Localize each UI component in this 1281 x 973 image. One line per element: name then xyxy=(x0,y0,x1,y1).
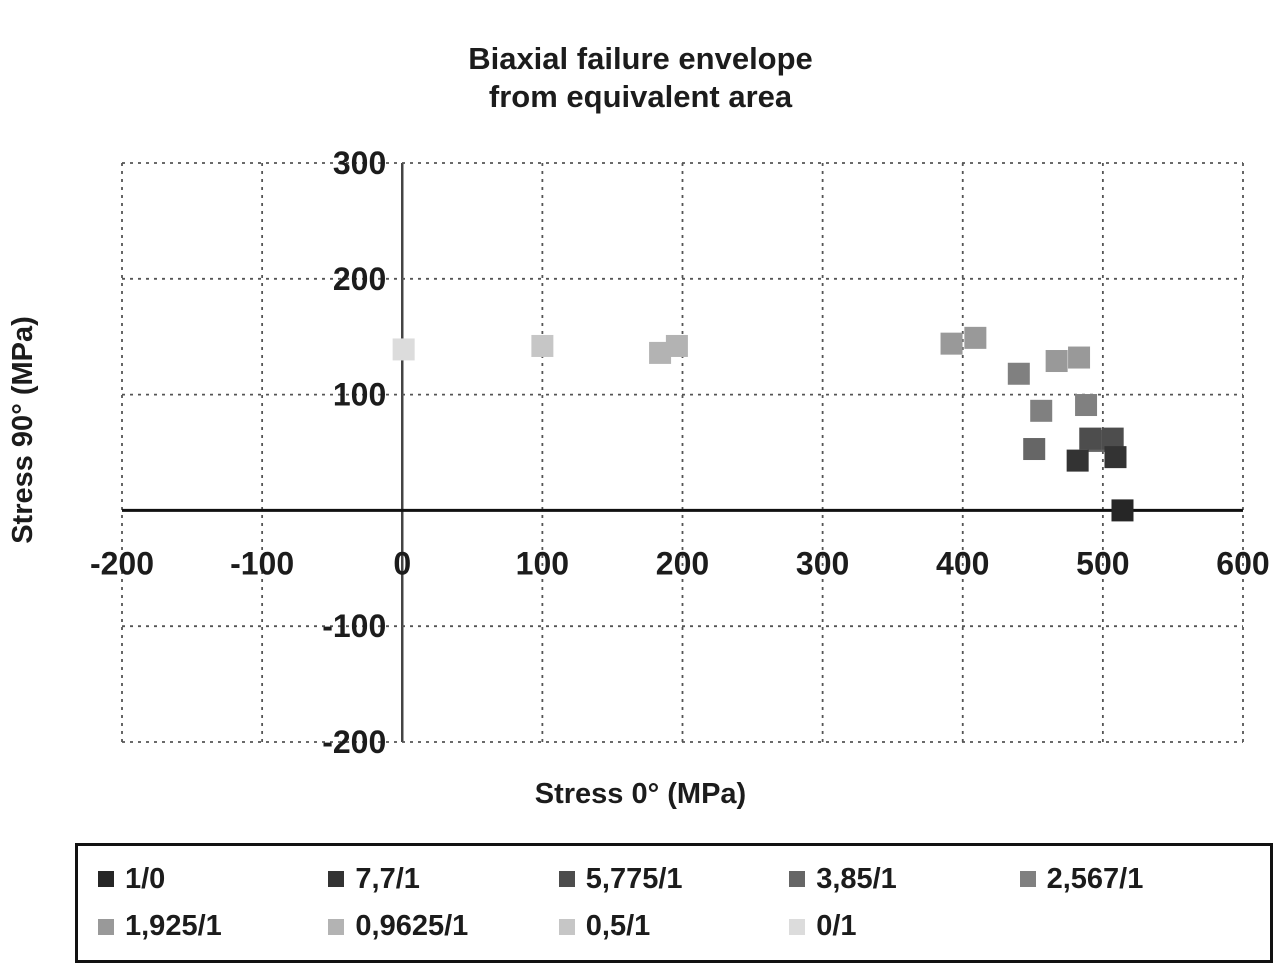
chart-title-line-2: from equivalent area xyxy=(488,78,793,114)
legend-item: 1,925/1 xyxy=(98,910,328,943)
legend-swatch-icon xyxy=(98,918,114,935)
legend-label: 0,9625/1 xyxy=(355,910,469,943)
x-tick-label: 500 xyxy=(1076,545,1129,581)
data-point xyxy=(1079,427,1102,450)
data-point xyxy=(392,338,415,361)
legend-label: 5,775/1 xyxy=(585,862,683,895)
y-tick-label: 200 xyxy=(333,261,386,297)
chart-title-line-1: Biaxial failure envelope xyxy=(468,41,813,76)
x-tick-label: 300 xyxy=(796,545,849,581)
legend-swatch-icon xyxy=(558,871,575,888)
legend-swatch-icon xyxy=(789,918,806,935)
legend-item: 7,7/1 xyxy=(328,863,558,896)
y-tick-label: 100 xyxy=(333,377,386,413)
data-point xyxy=(1045,350,1068,373)
data-point xyxy=(1101,427,1124,450)
x-tick-label: 0 xyxy=(393,545,411,581)
legend-label: 1,925/1 xyxy=(125,910,222,943)
legend-swatch-icon xyxy=(558,918,575,935)
data-point xyxy=(1066,449,1089,472)
scatter-plot: -200 -100 0 100 200 300 400 500 600300200100-100… xyxy=(90,145,1270,760)
legend-item: 1/0 xyxy=(98,863,328,896)
x-tick-label: -200 xyxy=(90,545,154,581)
x-tick-label: 600 xyxy=(1216,545,1269,581)
data-point xyxy=(1075,394,1098,417)
x-tick-label: 400 xyxy=(936,545,989,581)
legend-swatch-icon xyxy=(328,871,345,888)
data-point xyxy=(1111,499,1134,522)
legend-item: 0,9625/1 xyxy=(328,910,558,943)
data-point xyxy=(1023,438,1046,461)
data-point xyxy=(531,334,554,357)
y-tick-label: 300 xyxy=(333,145,386,181)
legend-item: 5,775/1 xyxy=(558,862,789,896)
legend-label: 7,7/1 xyxy=(355,862,420,895)
y-tick-label: -100 xyxy=(322,608,386,644)
legend-swatch-icon xyxy=(1019,871,1036,888)
x-tick-label: 200 xyxy=(656,545,709,581)
data-point xyxy=(1104,446,1127,469)
legend-label: 0,5/1 xyxy=(585,910,651,943)
data-point xyxy=(940,332,963,355)
chart-title: Biaxial failure envelope from equivalent… xyxy=(0,40,1281,116)
legend-label: 2,567/1 xyxy=(1046,862,1144,895)
legend-item: 0,5/1 xyxy=(558,910,789,943)
legend-label: 3,85/1 xyxy=(816,862,897,895)
legend-item: 0/1 xyxy=(789,910,1019,943)
y-tick-label: -200 xyxy=(322,724,386,760)
legend-swatch-icon xyxy=(789,871,806,888)
x-tick-label: -100 xyxy=(230,545,294,581)
legend: 1/0 7,7/1 5,775/1 3,85/1 2,567/1 1,925/1 0,962… xyxy=(75,843,1273,963)
data-point xyxy=(964,326,987,349)
data-point xyxy=(665,334,688,357)
data-point xyxy=(1007,362,1030,385)
legend-item: 2,567/1 xyxy=(1019,862,1250,896)
legend-swatch-icon xyxy=(98,871,114,888)
legend-swatch-icon xyxy=(328,918,345,935)
legend-label: 1/0 xyxy=(125,862,166,895)
y-axis-title: Stress 90° (MPa) xyxy=(7,316,39,544)
data-point xyxy=(1068,346,1091,369)
legend-label: 0/1 xyxy=(816,910,857,943)
data-point xyxy=(1030,399,1053,422)
legend-item: 3,85/1 xyxy=(789,863,1019,896)
x-tick-label: 100 xyxy=(516,545,569,581)
x-axis-title: Stress 0° (MPa) xyxy=(534,778,747,810)
data-point xyxy=(649,341,672,364)
